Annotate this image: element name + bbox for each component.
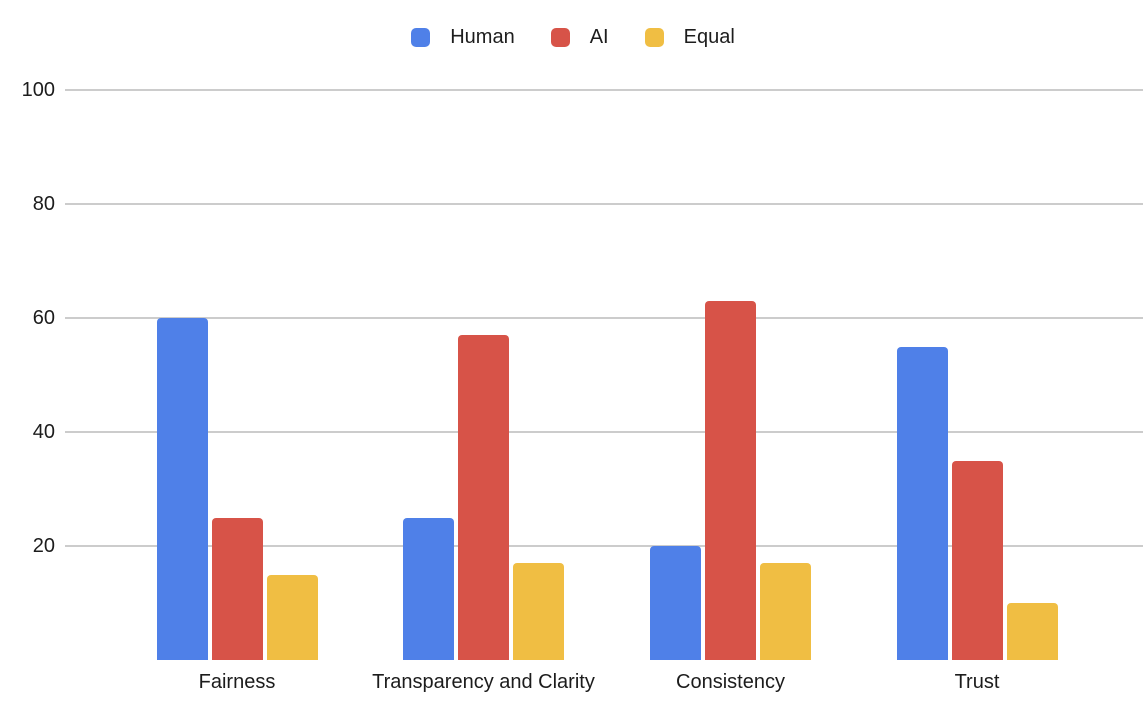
bar-equal-fairness[interactable] — [266, 574, 318, 660]
x-axis-category-label: Transparency and Clarity — [372, 671, 595, 693]
gridline-80 — [65, 203, 1143, 205]
y-axis-tick-label: 80 — [32, 193, 55, 215]
legend-label: Human — [450, 26, 515, 48]
bar-human-trust[interactable] — [896, 346, 948, 660]
bar-equal-trust[interactable] — [1006, 603, 1058, 660]
legend-swatch-icon — [550, 28, 570, 47]
legend-label: Equal — [683, 26, 735, 48]
gridline-60 — [65, 317, 1143, 319]
legend-swatch-icon — [644, 28, 664, 47]
x-axis-category-label: Consistency — [676, 671, 785, 693]
bar-ai-fairness[interactable] — [211, 517, 263, 660]
bar-equal-consistency[interactable] — [760, 563, 811, 660]
bar-ai-trust[interactable] — [951, 460, 1003, 660]
legend-label: AI — [589, 26, 609, 48]
legend-swatch-icon — [411, 28, 431, 47]
gridline-100 — [65, 89, 1143, 91]
bar-human-consistency[interactable] — [650, 546, 701, 660]
bar-ai-transparency-and-clarity[interactable] — [458, 335, 509, 660]
legend-item-equal[interactable]: Equal — [644, 26, 735, 48]
bar-group-transparency-and-clarity — [403, 335, 564, 660]
legend-item-human[interactable]: Human — [411, 26, 515, 48]
bar-group-consistency — [650, 300, 811, 660]
x-axis-category-label: Trust — [954, 671, 1000, 693]
bar-group-trust — [896, 346, 1058, 660]
chart-legend: Human AI Equal — [0, 26, 1146, 48]
y-axis-tick-label: 60 — [32, 307, 55, 329]
bar-human-fairness[interactable] — [156, 318, 208, 660]
x-axis-category-label: Fairness — [198, 671, 276, 693]
y-axis-tick-label: 40 — [32, 421, 55, 443]
legend-item-ai[interactable]: AI — [550, 26, 609, 48]
gridline-20 — [65, 545, 1143, 547]
y-axis-tick-label: 20 — [32, 535, 55, 557]
y-axis-tick-label: 100 — [21, 79, 55, 101]
bar-human-transparency-and-clarity[interactable] — [403, 517, 454, 660]
gridline-40 — [65, 431, 1143, 433]
bar-equal-transparency-and-clarity[interactable] — [513, 563, 564, 660]
bar-ai-consistency[interactable] — [705, 300, 756, 660]
bar-group-fairness — [156, 318, 318, 660]
